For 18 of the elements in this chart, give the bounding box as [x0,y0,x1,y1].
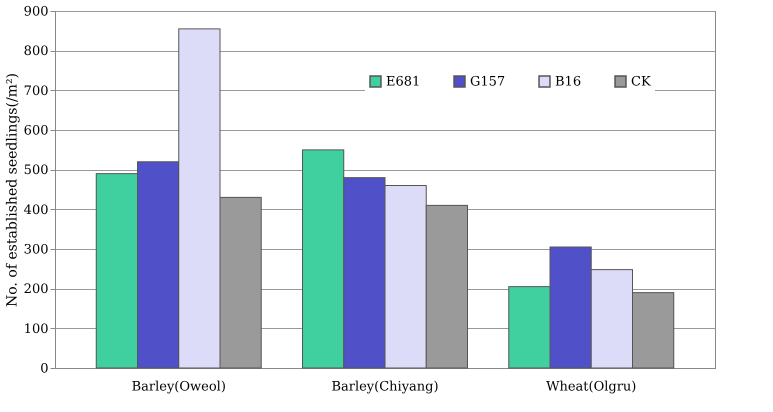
y-tick-label: 400 [24,202,48,218]
y-tick-label: 700 [24,84,48,99]
legend-label: B16 [555,74,582,90]
x-tick-label: Barley(Chiyang) [331,380,439,394]
y-tick-label: 300 [24,242,48,258]
y-tick-label: 600 [24,124,48,138]
y-tick-label: 0 [40,362,48,376]
y-tick-label: 500 [24,163,48,178]
y-tick-label: 900 [24,4,48,20]
y-tick-label: 800 [24,44,48,60]
legend-label: G157 [470,74,506,90]
x-tick-label: Wheat(Olgru) [546,380,636,394]
legend-label: CK [631,74,651,90]
legend-label: E681 [386,74,420,90]
y-tick-label: 200 [24,282,48,298]
y-tick-label: 100 [24,322,48,337]
y-axis-title: No. of established seedlings(/m²) [4,72,21,308]
x-tick-label: Barley(Oweol) [132,380,226,394]
